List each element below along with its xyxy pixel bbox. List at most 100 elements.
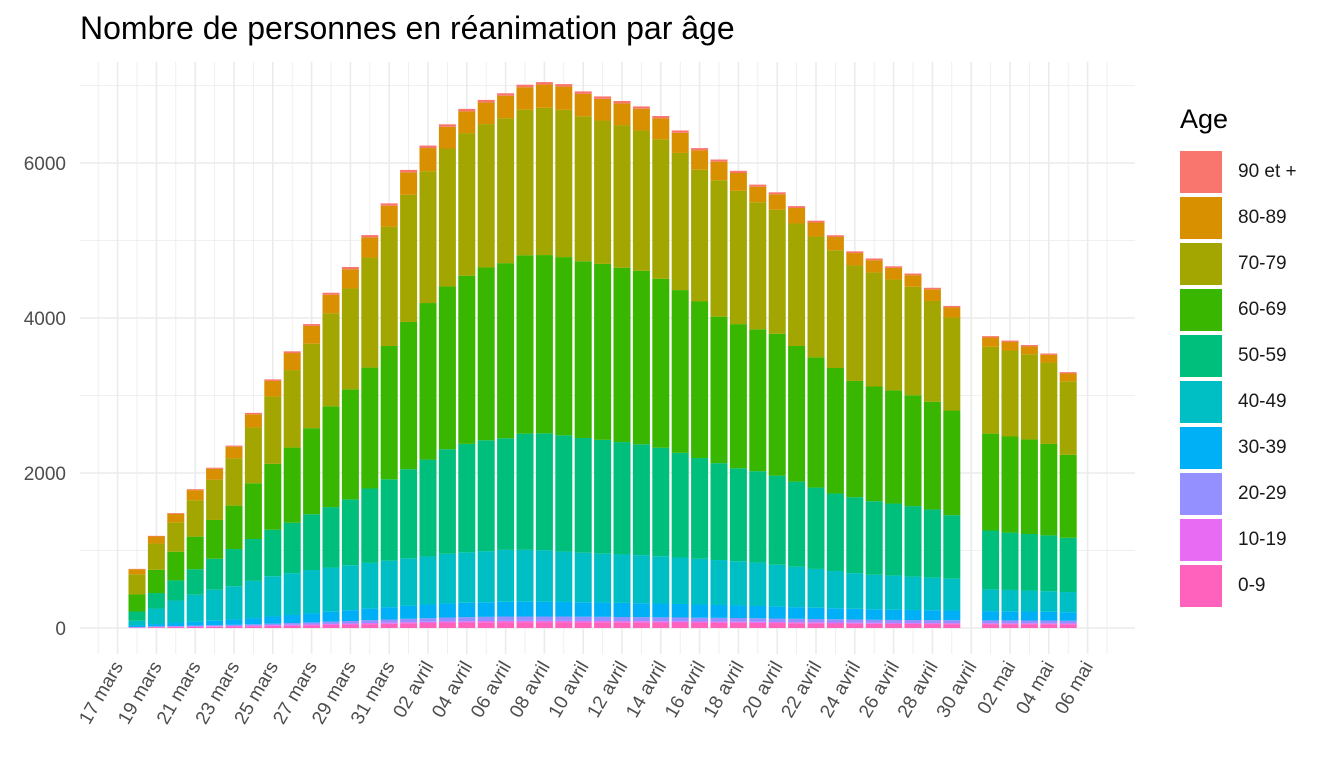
bar-segment-60-69-38 [865,386,883,502]
bar-segment-80-89-45 [1001,341,1019,351]
bar-segment-90et-42 [943,305,961,308]
bar-segment-90et-11 [341,267,359,270]
bar-segment-60-69-42 [943,410,961,516]
bar-segment-30-39-31 [729,605,747,619]
bar-segment-90et-12 [361,235,379,238]
bar-segment-20-29-18 [477,616,495,622]
bar-segment-90et-4 [206,467,224,469]
bar-segment-90et-9 [303,324,321,326]
bar-segment-80-89-40 [904,275,922,287]
bar-segment-30-39-44 [982,611,1000,621]
bar-segment-50-59-24 [594,439,612,554]
legend-label: 20-29 [1238,483,1287,504]
bar-segment-40-49-1 [147,608,165,625]
bar-segment-30-39-47 [1040,611,1058,621]
bar-segment-50-59-17 [458,443,476,553]
bar-segment-20-29-5 [225,624,243,626]
bar-segment-80-89-10 [322,294,340,314]
bar-segment-40-49-4 [206,589,224,621]
legend: Age 90 et + 80-89 70-79 60-69 50-59 40-49 30-3… [1180,104,1340,609]
bar-segment-90et-17 [458,108,476,112]
bar-segment-10-19-11 [341,623,359,625]
bar-segment-60-69-48 [1059,454,1077,538]
bar-segment-50-59-9 [303,514,321,571]
bar-segment-10-19-14 [400,622,418,624]
bar-segment-30-39-42 [943,610,961,621]
bar-segment-60-69-41 [923,401,941,510]
bar-segment-60-69-1 [147,569,165,594]
legend-items: 90 et + 80-89 70-79 60-69 50-59 40-49 30-39 20-… [1180,149,1340,609]
bar-segment-50-59-47 [1040,535,1058,592]
legend-swatch [1180,151,1222,193]
bar-segment-0-9-41 [923,624,941,628]
bar-segment-20-29-4 [206,625,224,627]
bar-segment-40-49-11 [341,565,359,611]
bar-segment-20-29-14 [400,618,418,623]
bar-segment-90et-32 [749,184,767,187]
bar-segment-50-59-1 [147,593,165,609]
legend-item: 70-79 [1180,241,1340,287]
bar-segment-50-59-12 [361,488,379,563]
bar-segment-20-29-46 [1020,620,1038,624]
bar-segment-20-29-41 [923,620,941,624]
bar-segment-30-39-29 [691,604,709,618]
bar-segment-60-69-6 [244,483,262,540]
bar-segment-0-9-7 [264,625,282,628]
bar-segment-0-9-17 [458,622,476,628]
bar-segment-50-59-27 [652,447,670,557]
bar-segment-20-29-31 [729,618,747,622]
bar-segment-30-39-21 [535,601,553,617]
bar-segment-20-29-48 [1059,620,1077,624]
bar-segment-0-9-22 [555,622,573,628]
legend-item: 0-9 [1180,563,1340,609]
bar-segment-30-39-41 [923,610,941,621]
legend-label: 10-19 [1238,529,1287,550]
bar-segment-60-69-15 [419,303,437,460]
bar-segment-20-29-10 [322,621,340,624]
bar-segment-80-89-37 [846,253,864,266]
bar-segment-0-9-40 [904,623,922,628]
bar-segment-20-29-2 [167,625,185,627]
bar-segment-60-69-8 [283,447,301,523]
bar-segment-60-69-39 [885,390,903,504]
bar-segment-20-29-30 [710,617,728,622]
bar-segment-90et-26 [632,106,650,109]
bar-segment-50-59-23 [574,437,592,553]
bar-segment-60-69-19 [497,263,515,439]
bar-segment-40-49-35 [807,568,825,608]
bar-segment-60-69-11 [341,389,359,500]
bar-segment-70-79-47 [1040,362,1058,444]
bar-segment-80-89-16 [438,126,456,149]
bar-segment-70-79-27 [652,139,670,279]
bar-segment-50-59-6 [244,539,262,581]
bar-segment-10-19-7 [264,625,282,626]
bar-segment-90et-48 [1059,372,1077,374]
bar-segment-40-49-7 [264,576,282,617]
bar-segment-40-49-46 [1020,590,1038,612]
bar-segment-20-29-8 [283,623,301,625]
bar-segment-0-9-26 [632,622,650,628]
bar-segment-10-19-36 [826,622,844,624]
legend-label: 0-9 [1238,575,1266,596]
bar-segment-30-39-0 [128,625,146,627]
bar-segment-30-39-16 [438,603,456,618]
bar-segment-0-9-42 [943,624,961,628]
bar-segment-80-89-5 [225,446,243,459]
bar-segment-90et-19 [497,93,515,96]
bar-segment-40-49-8 [283,573,301,615]
bar-segment-60-69-44 [982,433,1000,531]
legend-label: 40-49 [1238,391,1287,412]
legend-swatch [1180,197,1222,239]
bar-segment-30-39-33 [768,606,786,619]
bar-segment-60-69-23 [574,261,592,438]
bar-segment-40-49-32 [749,562,767,606]
bar-segment-10-19-47 [1040,623,1058,625]
bar-segment-0-9-8 [283,625,301,628]
bar-segment-20-29-39 [885,619,903,624]
legend-item: 10-19 [1180,517,1340,563]
bar-segment-40-49-0 [128,620,146,626]
bar-segment-70-79-18 [477,124,495,268]
bar-segment-50-59-29 [691,458,709,559]
bar-segment-80-89-12 [361,237,379,258]
